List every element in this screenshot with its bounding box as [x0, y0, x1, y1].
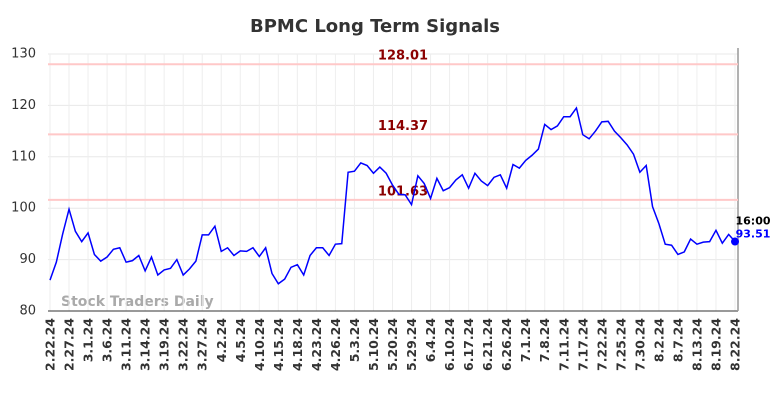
x-tick-label: 7.17.24	[575, 318, 590, 371]
y-tick-label: 130	[11, 47, 36, 62]
signal-label: 128.01	[378, 49, 428, 64]
x-tick-label: 6.17.24	[461, 318, 476, 371]
x-tick-label: 4.2.24	[214, 318, 229, 363]
x-tick-label: 7.30.24	[632, 318, 647, 371]
x-tick-label: 7.22.24	[594, 318, 609, 371]
x-tick-label: 8.2.24	[651, 318, 666, 363]
y-tick-label: 100	[11, 201, 36, 216]
x-tick-label: 4.26.24	[328, 318, 343, 371]
x-tick-label: 5.20.24	[385, 318, 400, 371]
x-tick-label: 2.27.24	[62, 318, 77, 371]
x-tick-label: 3.6.24	[100, 318, 115, 363]
last-time: 16:00	[735, 215, 770, 228]
x-tick-label: 6.21.24	[480, 318, 495, 371]
x-tick-label: 4.10.24	[252, 318, 267, 371]
x-tick-label: 7.25.24	[613, 318, 628, 371]
signal-label: 114.37	[378, 119, 428, 134]
x-tick-label: 6.10.24	[442, 318, 457, 371]
x-tick-label: 8.22.24	[728, 318, 743, 371]
x-tick-label: 3.27.24	[195, 318, 210, 371]
x-tick-label: 6.26.24	[499, 318, 514, 371]
x-tick-label: 3.11.24	[119, 318, 134, 371]
x-tick-label: 4.23.24	[309, 318, 324, 371]
x-tick-label: 5.29.24	[404, 318, 419, 371]
x-tick-label: 8.7.24	[670, 318, 685, 363]
x-tick-label: 5.3.24	[347, 318, 362, 363]
x-tick-label: 3.19.24	[157, 318, 172, 371]
y-tick-label: 90	[19, 252, 36, 267]
x-tick-label: 4.15.24	[271, 318, 286, 371]
last-point	[731, 237, 739, 246]
y-tick-label: 120	[11, 98, 36, 113]
x-tick-label: 7.11.24	[556, 318, 571, 371]
y-tick-label: 80	[19, 304, 36, 319]
chart-title: BPMC Long Term Signals	[250, 16, 500, 37]
x-tick-label: 5.10.24	[366, 318, 381, 371]
y-tick-label: 110	[11, 149, 36, 164]
x-tick-label: 4.5.24	[233, 318, 248, 363]
x-tick-label: 6.4.24	[423, 318, 438, 363]
x-tick-label: 8.19.24	[708, 318, 723, 371]
x-tick-label: 8.13.24	[689, 318, 704, 371]
watermark: Stock Traders Daily	[61, 294, 214, 310]
price-line	[49, 106, 736, 285]
x-tick-label: 4.18.24	[290, 318, 305, 371]
x-tick-label: 3.1.24	[81, 318, 96, 363]
signal-label: 101.63	[378, 184, 428, 199]
x-tick-label: 7.8.24	[537, 318, 552, 363]
x-tick-label: 3.22.24	[176, 318, 191, 371]
last-value: 93.51	[736, 228, 771, 241]
x-tick-label: 7.1.24	[518, 318, 533, 363]
x-tick-label: 2.22.24	[43, 318, 58, 371]
x-tick-label: 3.14.24	[138, 318, 153, 371]
